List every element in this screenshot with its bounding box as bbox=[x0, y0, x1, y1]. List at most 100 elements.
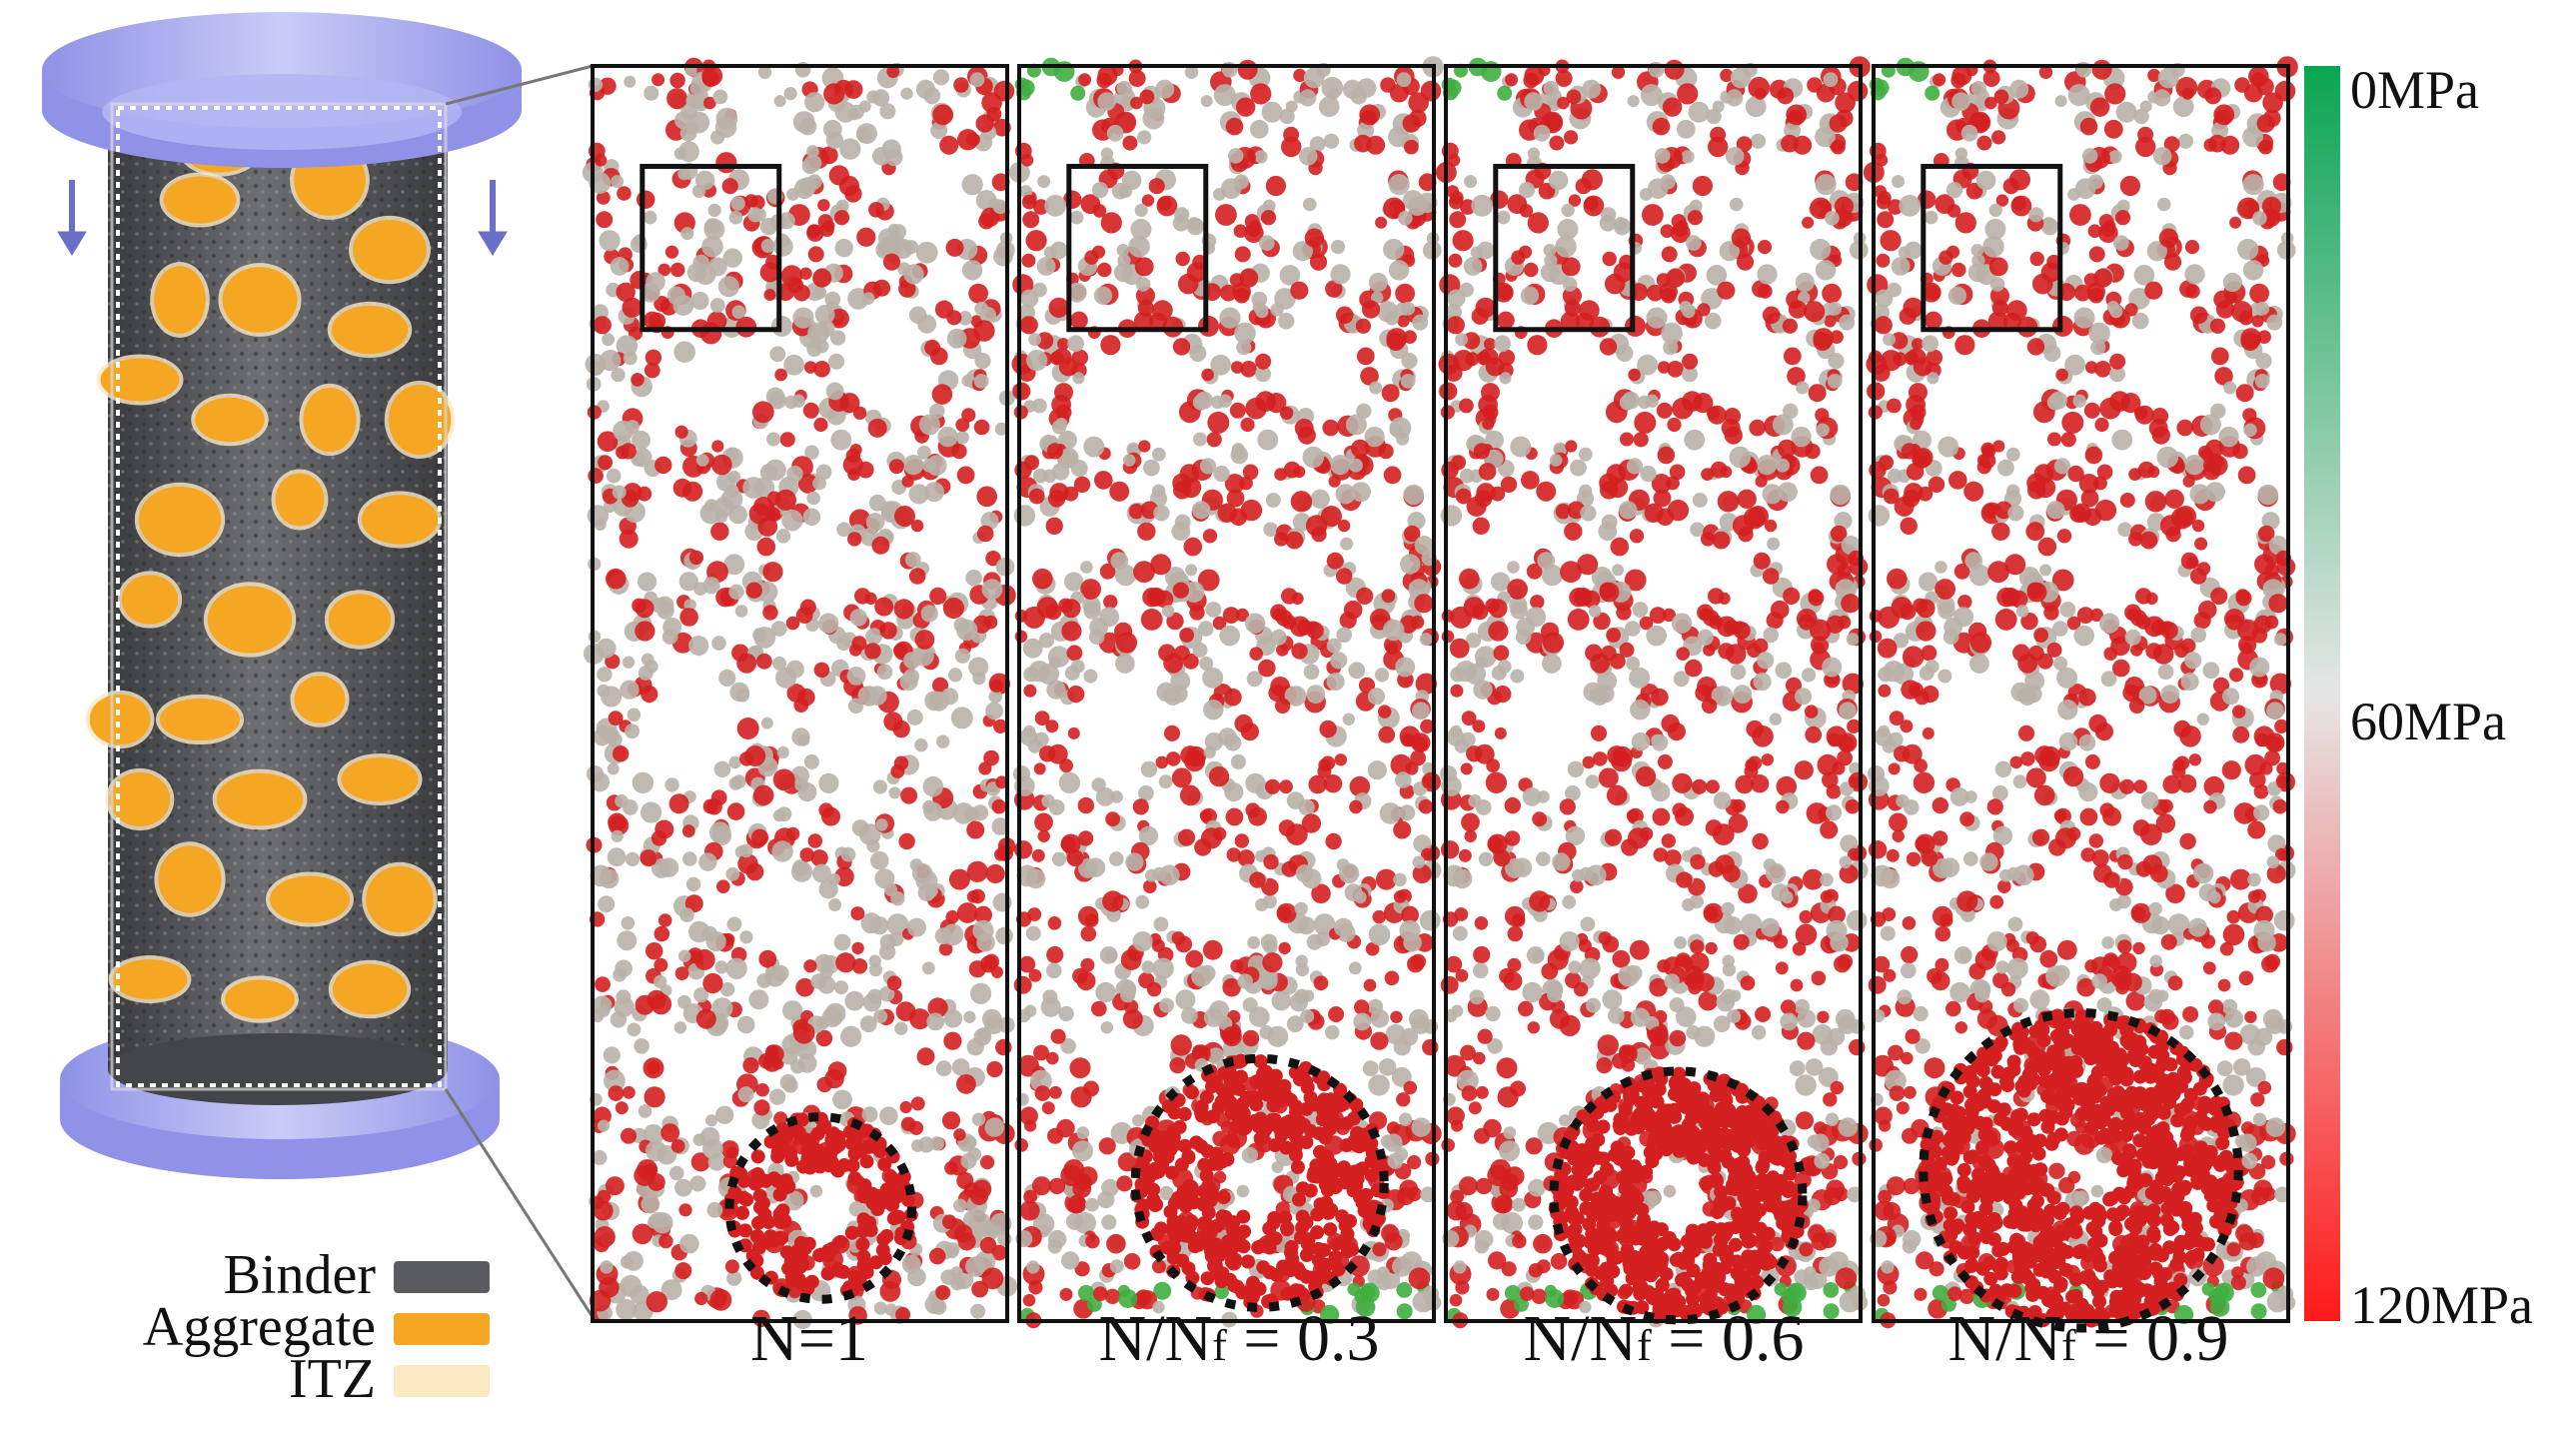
particle bbox=[806, 341, 822, 357]
particle bbox=[1630, 700, 1651, 720]
particle bbox=[630, 1284, 649, 1305]
particle bbox=[984, 1117, 1005, 1137]
particle bbox=[693, 987, 709, 1003]
particle bbox=[1303, 1123, 1318, 1138]
focus-ring bbox=[724, 1112, 917, 1304]
particle bbox=[1123, 1253, 1141, 1270]
particle bbox=[1025, 230, 1047, 252]
particle bbox=[711, 636, 726, 651]
particle bbox=[1295, 1181, 1310, 1196]
particle bbox=[1676, 1006, 1697, 1027]
particle bbox=[1666, 476, 1680, 491]
particle bbox=[803, 753, 819, 769]
particle bbox=[1249, 1006, 1270, 1027]
particle bbox=[898, 832, 915, 850]
particle bbox=[1476, 241, 1495, 260]
particle bbox=[595, 976, 611, 992]
particle bbox=[878, 985, 895, 1002]
particle bbox=[738, 843, 753, 858]
particle bbox=[1183, 537, 1203, 557]
particle bbox=[802, 402, 819, 419]
particle bbox=[859, 1015, 877, 1033]
particle bbox=[1083, 1080, 1099, 1097]
particle bbox=[903, 652, 921, 670]
particle bbox=[1306, 933, 1323, 950]
particle bbox=[984, 1015, 1004, 1034]
particle bbox=[1674, 936, 1687, 949]
particle bbox=[1639, 826, 1654, 841]
particle bbox=[645, 1291, 667, 1313]
particle bbox=[736, 653, 757, 674]
particle bbox=[924, 482, 944, 503]
particle bbox=[945, 1242, 960, 1257]
particle bbox=[1243, 1090, 1258, 1105]
particle bbox=[1335, 1209, 1350, 1224]
particle bbox=[1161, 1099, 1176, 1114]
particle bbox=[1463, 257, 1483, 276]
particle bbox=[1602, 989, 1623, 1010]
particle bbox=[711, 825, 732, 846]
particle bbox=[1234, 714, 1253, 733]
particle bbox=[1293, 1266, 1308, 1281]
particle bbox=[877, 1157, 892, 1172]
particle bbox=[1234, 833, 1250, 848]
particle bbox=[763, 1229, 778, 1244]
particle bbox=[1022, 638, 1043, 659]
particle bbox=[1327, 87, 1340, 100]
particle bbox=[1303, 664, 1320, 681]
particle bbox=[1172, 1120, 1187, 1134]
particle bbox=[1555, 70, 1573, 87]
particle bbox=[1241, 1254, 1255, 1269]
particle bbox=[625, 723, 641, 739]
particle bbox=[1458, 1176, 1478, 1196]
particle bbox=[749, 1265, 764, 1280]
particle bbox=[1752, 832, 1769, 850]
particle bbox=[1077, 1284, 1094, 1301]
particle bbox=[840, 846, 856, 862]
particle bbox=[1830, 484, 1851, 506]
particle bbox=[1278, 941, 1291, 955]
particle bbox=[815, 464, 832, 481]
particle bbox=[1804, 301, 1826, 323]
particle bbox=[879, 1106, 898, 1125]
particle bbox=[1303, 67, 1325, 89]
particle bbox=[1455, 488, 1472, 505]
particle bbox=[1561, 257, 1581, 277]
particle bbox=[1326, 673, 1345, 692]
particle bbox=[1400, 732, 1415, 747]
particle bbox=[1125, 852, 1144, 871]
particle bbox=[839, 138, 861, 160]
particle bbox=[856, 1249, 871, 1264]
particle bbox=[1660, 174, 1676, 190]
particle bbox=[1302, 446, 1325, 469]
particle bbox=[653, 974, 667, 989]
aggregate-particle bbox=[195, 397, 265, 443]
particle bbox=[1802, 668, 1817, 683]
particle bbox=[766, 432, 780, 447]
particle bbox=[851, 941, 864, 955]
particle bbox=[631, 373, 644, 387]
particle bbox=[1368, 272, 1388, 293]
particle bbox=[599, 230, 621, 252]
particle bbox=[1504, 796, 1522, 814]
particle bbox=[1608, 1195, 1623, 1210]
particle bbox=[1676, 647, 1690, 661]
particle bbox=[827, 1061, 847, 1080]
particle bbox=[980, 207, 1000, 227]
particle bbox=[1835, 1267, 1858, 1290]
particle bbox=[644, 85, 659, 101]
particle bbox=[844, 1225, 859, 1240]
particle bbox=[821, 1243, 836, 1258]
particle bbox=[1340, 537, 1354, 551]
particle bbox=[1377, 1266, 1390, 1279]
particle bbox=[830, 429, 852, 451]
particle bbox=[1585, 864, 1607, 886]
particle bbox=[1203, 700, 1224, 720]
particle bbox=[1313, 1160, 1327, 1175]
particle bbox=[1590, 653, 1611, 674]
particle bbox=[1757, 264, 1778, 285]
particle bbox=[836, 522, 851, 538]
particle bbox=[1713, 791, 1732, 809]
particle bbox=[1145, 868, 1158, 882]
